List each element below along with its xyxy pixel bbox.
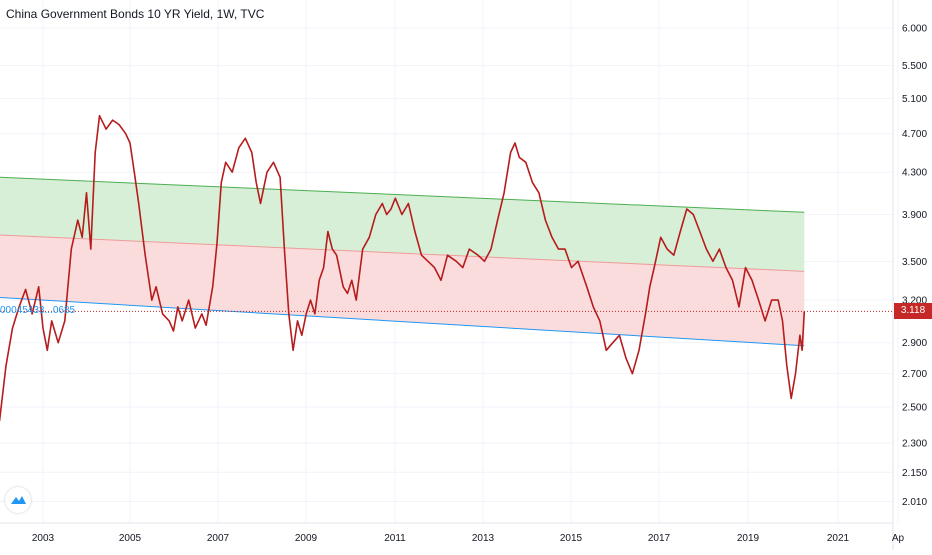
y-tick-label: 2.500 bbox=[902, 403, 927, 414]
price-series-line[interactable] bbox=[0, 114, 806, 422]
chart-title: China Government Bonds 10 YR Yield, 1W, … bbox=[6, 7, 265, 21]
channel-upper-zone bbox=[0, 177, 805, 272]
y-tick-label: 2.900 bbox=[902, 338, 927, 349]
y-tick-label: 4.300 bbox=[902, 168, 927, 179]
y-tick-label: 3.500 bbox=[902, 257, 927, 268]
x-tick-label: 2011 bbox=[384, 533, 406, 544]
y-tick-label: 6.000 bbox=[902, 24, 927, 35]
y-tick-label: 2.010 bbox=[902, 497, 927, 508]
channel-middle-line[interactable] bbox=[0, 234, 805, 272]
y-tick-label: 5.500 bbox=[902, 61, 927, 72]
y-tick-label: 3.200 bbox=[902, 296, 927, 307]
last-price-badge: 3.118 bbox=[894, 303, 932, 319]
x-tick-label: 2017 bbox=[648, 533, 671, 544]
trendline-value-label: 00045433...0685 bbox=[0, 305, 76, 316]
x-tick-label: 2021 bbox=[827, 533, 850, 544]
y-tick-label: 2.150 bbox=[902, 468, 927, 479]
x-tick-label: 2009 bbox=[295, 533, 318, 544]
x-tick-label: 2019 bbox=[737, 533, 760, 544]
channel-top-line[interactable] bbox=[0, 176, 805, 213]
y-tick-label: 5.100 bbox=[902, 94, 927, 105]
x-tick-label: 2007 bbox=[207, 533, 230, 544]
x-tick-label: 2013 bbox=[472, 533, 495, 544]
trendline[interactable] bbox=[0, 296, 805, 347]
y-tick-label: 3.900 bbox=[902, 210, 927, 221]
x-tick-label: 2015 bbox=[560, 533, 583, 544]
x-tick-label: 2005 bbox=[119, 533, 142, 544]
y-tick-label: 4.700 bbox=[902, 129, 927, 140]
y-tick-label: 2.300 bbox=[902, 439, 927, 450]
x-tick-label: Ap bbox=[892, 533, 905, 544]
x-tick-label: 2003 bbox=[32, 533, 55, 544]
y-tick-label: 2.700 bbox=[902, 369, 927, 380]
tradingview-logo-icon[interactable] bbox=[5, 487, 31, 513]
